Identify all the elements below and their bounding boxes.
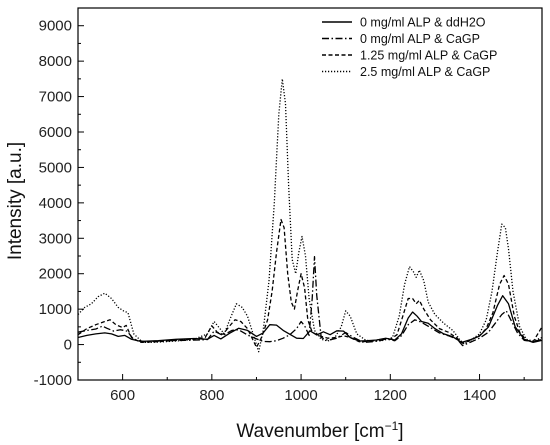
y-tick-label: 0 [64,337,72,354]
x-axis-label-main: Wavenumber [cm [236,421,384,442]
plot-frame [77,7,543,381]
x-axis-label-superscript: −1 [385,419,399,433]
y-axis-label: Intensity [a.u.] [5,142,26,260]
legend-label: 1.25 mg/ml ALP & CaGP [360,49,497,63]
y-tick-label: 6000 [39,124,72,141]
y-tick-label: -1000 [34,372,72,389]
y-tick-label: 2000 [39,266,72,283]
y-tick-label: 4000 [39,195,72,212]
y-tick-label: 3000 [39,230,72,247]
y-tick-label: 7000 [39,89,72,106]
x-axis-label: Wavenumber [cm−1] [236,419,403,442]
y-tick-label: 1000 [39,301,72,318]
x-tick-label: 800 [199,387,224,404]
legend: 0 mg/ml ALP & ddH2O 0 mg/ml ALP & CaGP 1.2… [322,16,497,79]
plot-area-frame [77,7,543,381]
x-tick-label: 1400 [463,387,496,404]
y-tick-label: 8000 [39,53,72,70]
y-axis-ticks: -1000 0 1000 2000 3000 4000 5000 6000 7000 8000 90… [34,18,84,389]
series-line-4 [78,78,542,353]
x-axis-label-end: ] [398,421,403,442]
y-tick-label: 9000 [39,18,72,35]
legend-label: 2.5 mg/ml ALP & CaGP [360,65,490,79]
legend-label: 0 mg/ml ALP & ddH2O [360,16,486,30]
x-tick-label: 1000 [284,387,317,404]
series-lines [78,78,542,353]
series-line-1 [78,295,542,344]
series-line-3 [78,218,542,349]
legend-label: 0 mg/ml ALP & CaGP [360,32,480,46]
y-tick-label: 5000 [39,159,72,176]
x-tick-label: 600 [110,387,135,404]
x-tick-label: 1200 [374,387,407,404]
x-axis-ticks: 600 800 1000 1200 1400 [110,374,525,404]
